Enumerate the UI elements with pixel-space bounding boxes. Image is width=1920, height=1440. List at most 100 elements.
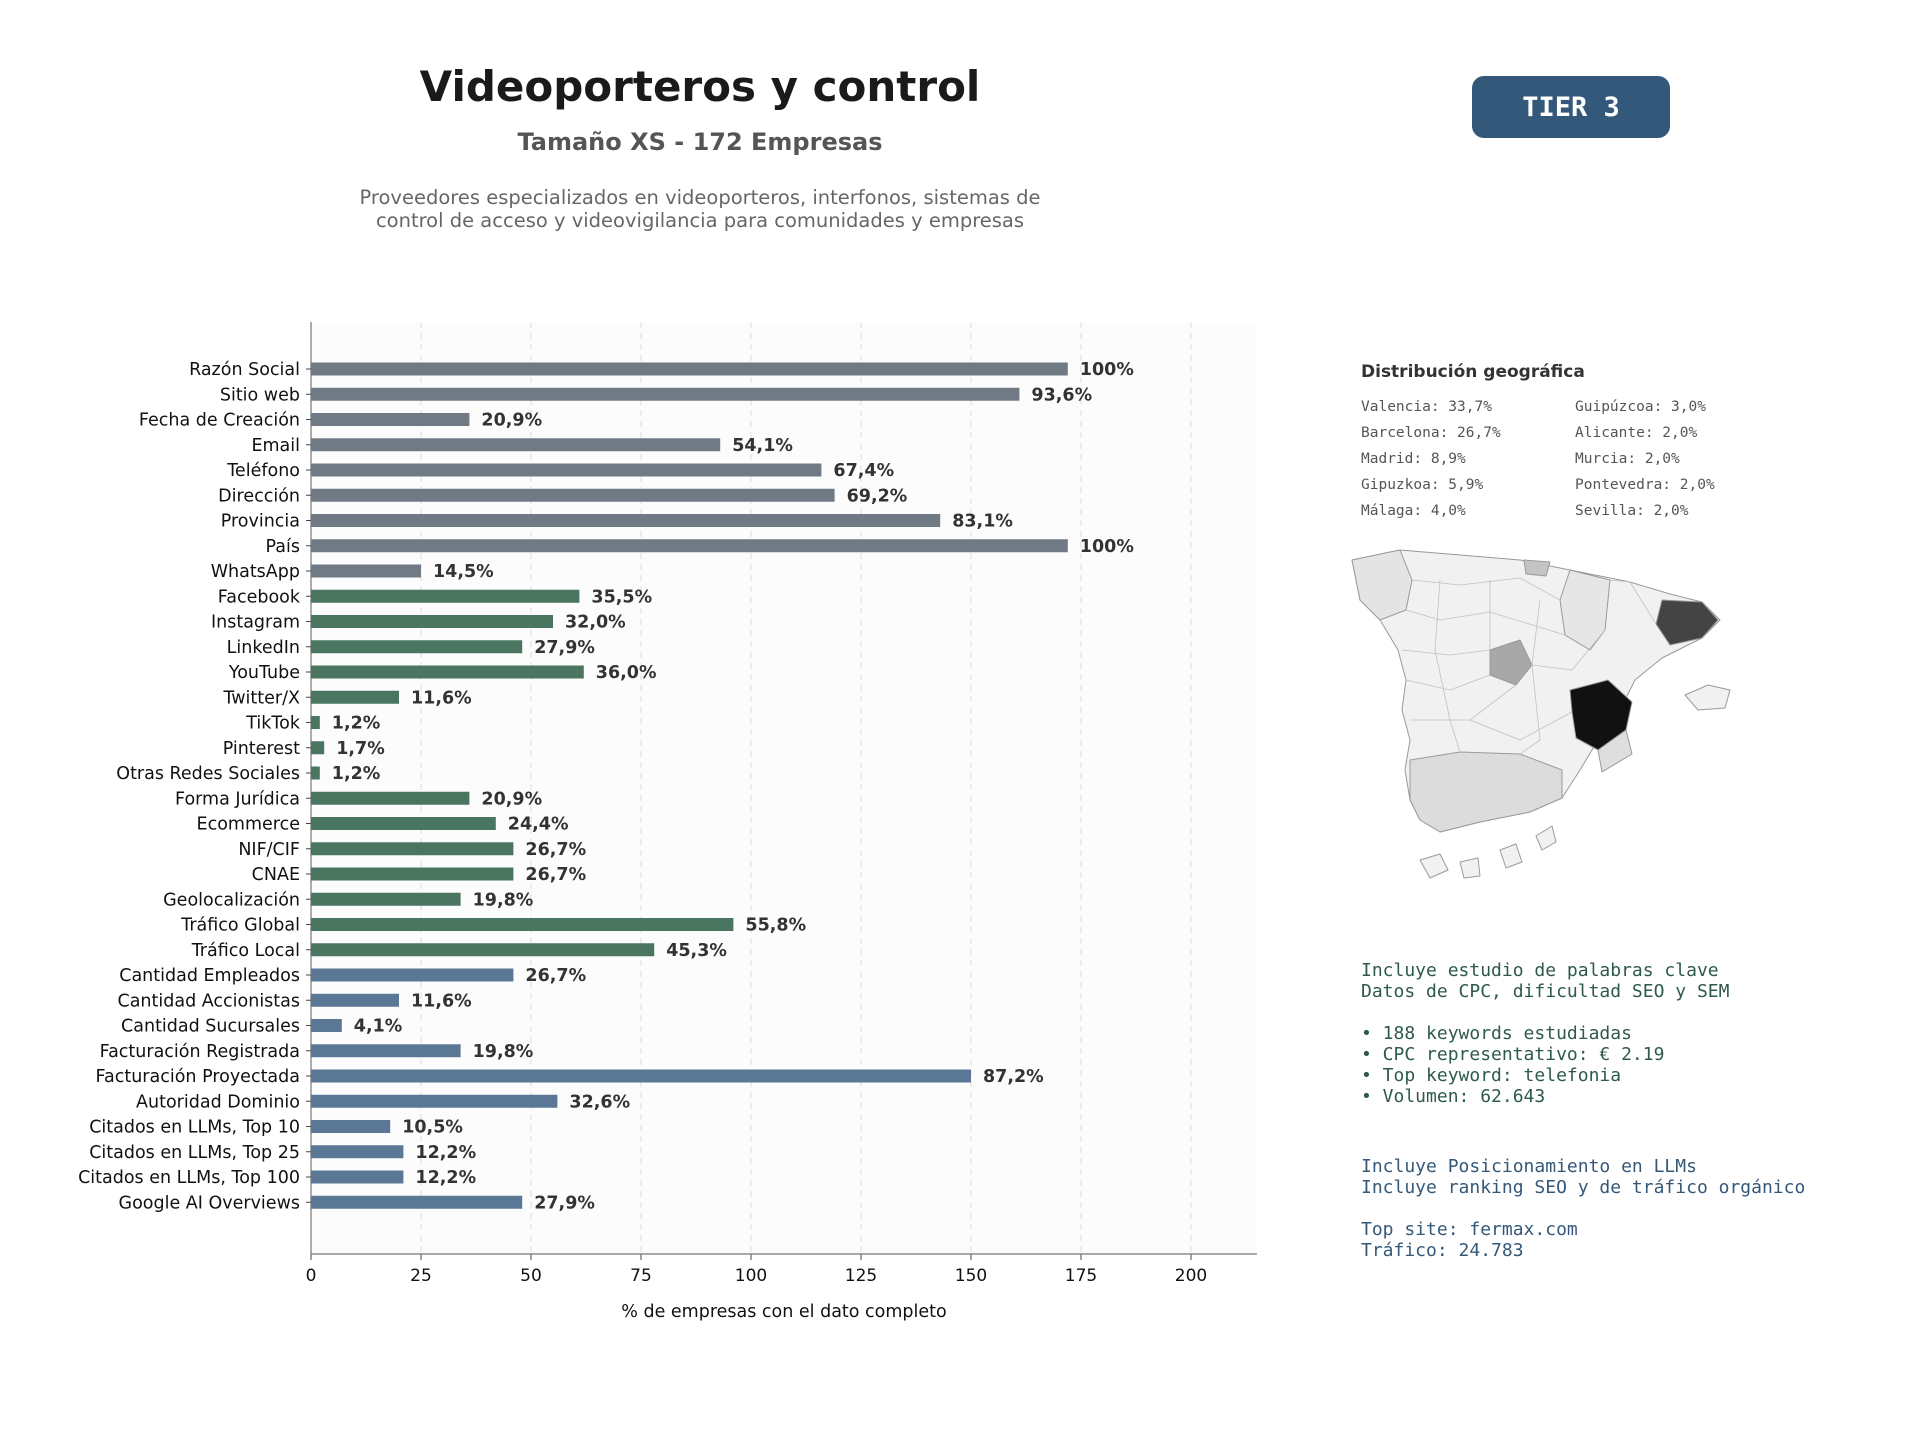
category-label: Facebook <box>218 587 301 607</box>
data-label: 83,1% <box>952 512 1013 532</box>
x-tick-label: 50 <box>520 1266 542 1286</box>
geo-item: Valencia: 33,7% <box>1361 399 1492 415</box>
llm-line: Incluye ranking SEO y de tráfico orgánic… <box>1361 1177 1806 1198</box>
bar <box>311 1120 391 1133</box>
data-label: 4,1% <box>354 1017 403 1037</box>
bar <box>311 589 580 603</box>
spain-map <box>1351 549 1731 879</box>
bar <box>311 488 835 502</box>
category-label: Razón Social <box>189 360 300 380</box>
category-label: Citados en LLMs, Top 10 <box>89 1118 300 1138</box>
category-label: Pinterest <box>223 739 300 759</box>
map-region-barcelona <box>1655 599 1719 646</box>
geo-item: Barcelona: 26,7% <box>1361 425 1501 441</box>
map-region-alicante <box>1597 729 1633 773</box>
x-tick-label: 25 <box>410 1266 432 1286</box>
page-title: Videoporteros y control <box>419 62 981 111</box>
category-label: YouTube <box>228 663 300 683</box>
geo-item: Málaga: 4,0% <box>1361 503 1466 519</box>
geo-item: Pontevedra: 2,0% <box>1575 477 1715 493</box>
data-label: 55,8% <box>745 916 806 936</box>
bar <box>311 842 514 856</box>
x-tick-label: 125 <box>845 1266 877 1286</box>
keywords-info: Incluye estudio de palabras clave Datos … <box>1361 960 1729 1107</box>
geo-distribution-title: Distribución geográfica <box>1361 362 1585 382</box>
data-label: 87,2% <box>983 1067 1044 1087</box>
data-label: 32,6% <box>569 1092 630 1112</box>
data-label: 26,7% <box>525 840 586 860</box>
category-label: Ecommerce <box>197 815 300 835</box>
bar <box>311 665 584 679</box>
data-label: 1,2% <box>332 764 381 784</box>
category-label: Tráfico Local <box>191 941 300 961</box>
bar <box>311 867 514 881</box>
category-label: Facturación Proyectada <box>96 1067 300 1087</box>
category-label: NIF/CIF <box>238 840 300 860</box>
data-label: 1,7% <box>336 739 385 759</box>
llm-line: Incluye Posicionamiento en LLMs <box>1361 1156 1697 1177</box>
data-label: 36,0% <box>596 663 657 683</box>
x-tick-label: 100 <box>735 1266 767 1286</box>
bar <box>311 918 734 931</box>
x-tick-label: 150 <box>955 1266 987 1286</box>
bar <box>311 791 470 805</box>
category-label: Sitio web <box>220 385 300 405</box>
bar <box>311 463 822 477</box>
bar <box>311 943 655 957</box>
map-region-andalucia <box>1409 751 1563 833</box>
bar <box>311 413 470 426</box>
bar <box>311 438 721 452</box>
data-label: 27,9% <box>534 1193 595 1213</box>
map-region-canarias-4 <box>1535 825 1557 851</box>
category-label: Provincia <box>221 512 300 532</box>
data-label: 26,7% <box>525 966 586 986</box>
geo-item: Sevilla: 2,0% <box>1575 503 1689 519</box>
map-region-baleares <box>1684 684 1731 711</box>
tier-badge: TIER 3 <box>1472 76 1670 138</box>
map-region-canarias-1 <box>1419 853 1449 879</box>
keywords-line: Datos de CPC, dificultad SEO y SEM <box>1361 981 1730 1002</box>
data-label: 26,7% <box>525 865 586 885</box>
bar <box>311 615 553 628</box>
category-label: Facturación Registrada <box>100 1042 300 1062</box>
data-label: 10,5% <box>402 1118 463 1138</box>
bar <box>311 362 1068 376</box>
data-label: 35,5% <box>591 587 652 607</box>
category-label: WhatsApp <box>211 562 300 582</box>
bar <box>311 1019 342 1032</box>
x-tick-label: 175 <box>1065 1266 1097 1286</box>
bar <box>311 766 320 780</box>
category-label: LinkedIn <box>227 638 300 658</box>
x-tick-label: 75 <box>630 1266 652 1286</box>
x-tick-label: 0 <box>306 1266 317 1286</box>
category-label: Teléfono <box>226 461 300 481</box>
data-label: 27,9% <box>534 638 595 658</box>
category-label: Citados en LLMs, Top 100 <box>78 1168 300 1188</box>
data-label: 1,2% <box>332 714 381 734</box>
page-subtitle: Tamaño XS - 172 Empresas <box>517 128 883 156</box>
llm-line: Tráfico: 24.783 <box>1361 1240 1524 1261</box>
category-label: Otras Redes Sociales <box>116 764 300 784</box>
data-label: 11,6% <box>411 688 472 708</box>
category-label: Cantidad Sucursales <box>121 1017 300 1037</box>
geo-item: Murcia: 2,0% <box>1575 451 1680 467</box>
keywords-line: • 188 keywords estudiadas <box>1361 1023 1632 1044</box>
data-label: 54,1% <box>732 436 793 456</box>
map-region-galicia <box>1351 549 1413 621</box>
data-label: 93,6% <box>1031 385 1092 405</box>
category-label: Citados en LLMs, Top 25 <box>89 1143 300 1163</box>
llm-line <box>1361 1198 1805 1219</box>
category-label: Fecha de Creación <box>139 411 300 431</box>
data-label: 32,0% <box>565 613 626 633</box>
bar <box>311 892 461 906</box>
data-label: 14,5% <box>433 562 494 582</box>
data-label: 20,9% <box>481 789 542 809</box>
category-label: Twitter/X <box>222 688 300 708</box>
category-label: Tráfico Global <box>180 916 300 936</box>
geo-item: Alicante: 2,0% <box>1575 425 1698 441</box>
keywords-line: • CPC representativo: € 2.19 <box>1361 1044 1665 1065</box>
x-tick-label: 200 <box>1175 1266 1207 1286</box>
data-label: 12,2% <box>415 1143 476 1163</box>
llm-line: Top site: fermax.com <box>1361 1219 1578 1240</box>
map-region-madrid <box>1489 639 1533 686</box>
